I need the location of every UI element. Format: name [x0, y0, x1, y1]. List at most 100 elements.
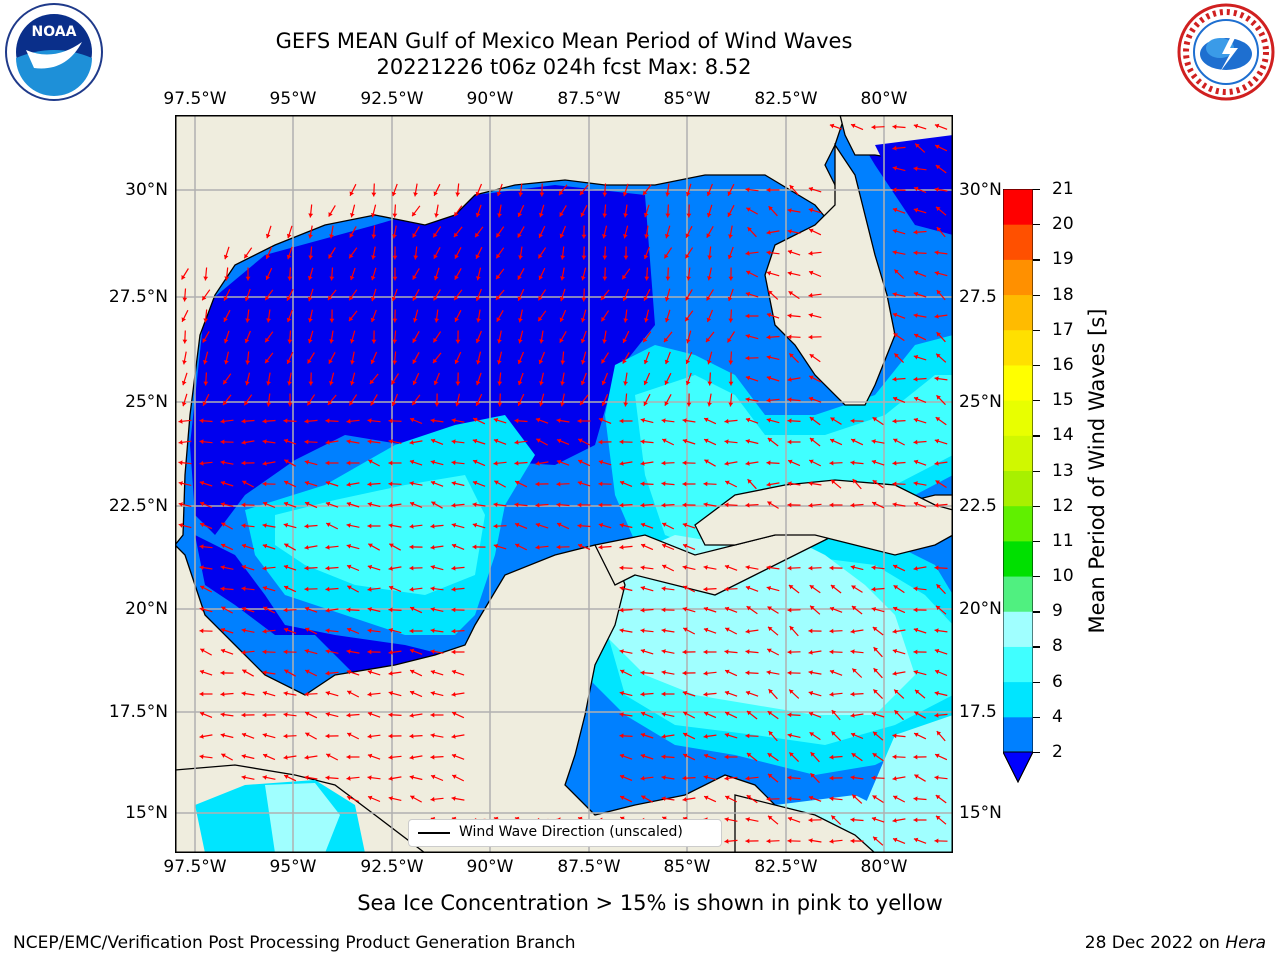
wind-wave-arrowhead — [284, 459, 289, 464]
wind-wave-arrowhead — [451, 628, 456, 634]
wind-wave-arrowhead — [745, 417, 751, 423]
wind-wave-arrowhead — [307, 296, 313, 302]
wind-wave-arrowhead — [497, 360, 502, 365]
wind-wave-arrowhead — [346, 754, 351, 760]
wind-wave-arrowhead — [683, 753, 688, 758]
wind-wave-arrowhead — [265, 275, 270, 280]
wind-wave-arrowhead — [283, 607, 288, 613]
wind-wave-arrowhead — [619, 733, 624, 739]
wind-wave-arrowhead — [391, 296, 397, 302]
wind-wave-arrowhead — [242, 480, 247, 485]
wind-wave-arrowhead — [367, 481, 372, 487]
wind-wave-arrowhead — [789, 626, 794, 631]
wind-wave-arrowhead — [767, 753, 773, 758]
wind-wave-arrowhead — [370, 359, 376, 364]
wind-wave-arrowhead — [872, 795, 877, 800]
wind-wave-arrowhead — [388, 733, 393, 739]
wind-wave-arrowhead — [703, 753, 709, 759]
wind-wave-arrowhead — [745, 313, 750, 319]
wind-wave-arrowhead — [913, 313, 918, 318]
wind-wave-arrowhead — [829, 796, 834, 802]
wind-wave-arrowhead — [391, 401, 397, 406]
wind-wave-arrowhead — [662, 438, 667, 443]
wind-wave-arrowhead — [936, 227, 942, 232]
credit-left: NCEP/EMC/Verification Post Processing Pr… — [13, 933, 576, 953]
wind-wave-arrowhead — [664, 317, 670, 323]
wind-wave-arrowhead — [327, 400, 333, 405]
wind-wave-arrowhead — [244, 253, 249, 259]
wind-wave-arrowhead — [178, 481, 183, 486]
wind-wave-arrowhead — [913, 459, 919, 465]
wind-wave-arrowhead — [367, 733, 372, 739]
wind-wave-arrowhead — [934, 838, 939, 844]
wind-wave-arrowhead — [388, 776, 393, 781]
wind-wave-arrowhead — [220, 586, 225, 592]
wind-wave-arrowhead — [787, 670, 792, 676]
lat-tick-left: 15°N — [125, 803, 168, 823]
wind-wave-arrowhead — [451, 460, 456, 466]
wind-wave-arrowhead — [433, 232, 438, 238]
wind-wave-arrowhead — [559, 212, 564, 217]
wind-wave-arrowhead — [451, 523, 456, 528]
wind-wave-arrowhead — [685, 233, 690, 238]
wind-wave-arrowhead — [746, 753, 752, 758]
colorbar-swatch — [1003, 189, 1033, 225]
wind-wave-arrowhead — [662, 522, 667, 527]
wind-wave-arrowhead — [598, 417, 604, 423]
wind-wave-arrowhead — [766, 796, 771, 802]
wind-wave-arrowhead — [850, 502, 855, 508]
wind-wave-arrowhead — [410, 795, 415, 800]
wind-wave-arrowhead — [683, 711, 688, 716]
wind-wave-arrowhead — [913, 586, 918, 592]
wind-wave-arrowhead — [178, 440, 183, 445]
wind-wave-arrowhead — [430, 691, 435, 696]
wind-wave-arrowhead — [454, 317, 459, 322]
wind-wave-arrowhead — [727, 212, 732, 217]
wind-wave-arrowhead — [829, 754, 834, 760]
wind-wave-arrowhead — [412, 275, 417, 280]
wind-wave-arrowhead — [581, 297, 587, 302]
wind-wave-arrowhead — [369, 379, 375, 384]
wind-wave-arrowhead — [199, 544, 204, 550]
wind-wave-arrowhead — [305, 501, 310, 507]
wind-wave-arrowhead — [430, 480, 436, 486]
wind-wave-arrowhead — [682, 649, 687, 655]
wind-wave-arrowhead — [746, 270, 751, 275]
wind-wave-arrowhead — [598, 544, 603, 550]
wind-wave-arrowhead — [745, 775, 750, 781]
wind-wave-arrowhead — [409, 648, 415, 654]
wind-wave-arrowhead — [412, 400, 417, 406]
wind-wave-arrowhead — [789, 353, 794, 358]
wind-wave-arrowhead — [283, 418, 288, 424]
wind-wave-arrowhead — [284, 480, 289, 485]
wind-wave-arrowhead — [430, 565, 435, 570]
wind-wave-arrowhead — [704, 795, 709, 801]
wind-wave-arrowhead — [934, 565, 939, 571]
colorbar-tick-mark — [1033, 611, 1040, 613]
wind-wave-arrowhead — [809, 585, 815, 590]
wind-wave-arrowhead — [325, 480, 331, 486]
wind-wave-arrowhead — [787, 565, 792, 571]
wind-wave-arrowhead — [409, 713, 414, 718]
wind-wave-arrowhead — [936, 332, 941, 337]
wind-wave-arrowhead — [728, 402, 734, 407]
wind-wave-arrowhead — [934, 502, 939, 508]
wind-wave-arrowhead — [808, 690, 814, 696]
wind-wave-arrowhead — [535, 502, 540, 508]
wind-wave-arrowhead — [830, 438, 835, 444]
lon-tick-bottom: 90°W — [466, 857, 514, 877]
wind-wave-arrowhead — [683, 627, 688, 632]
wind-wave-arrowhead — [223, 400, 228, 406]
wind-wave-arrowhead — [409, 586, 414, 592]
wind-wave-arrowhead — [388, 607, 393, 613]
wind-wave-arrowhead — [452, 711, 457, 717]
wind-wave-arrowhead — [325, 460, 330, 466]
wind-wave-arrowhead — [304, 691, 309, 697]
wind-wave-arrowhead — [392, 276, 398, 281]
wind-wave-arrowhead — [497, 402, 503, 407]
wind-wave-arrowhead — [640, 775, 645, 781]
wind-wave-arrowhead — [308, 213, 314, 218]
wind-wave-arrowhead — [685, 296, 690, 301]
wind-wave-arrowhead — [913, 229, 918, 235]
wind-wave-arrowhead — [661, 418, 666, 424]
